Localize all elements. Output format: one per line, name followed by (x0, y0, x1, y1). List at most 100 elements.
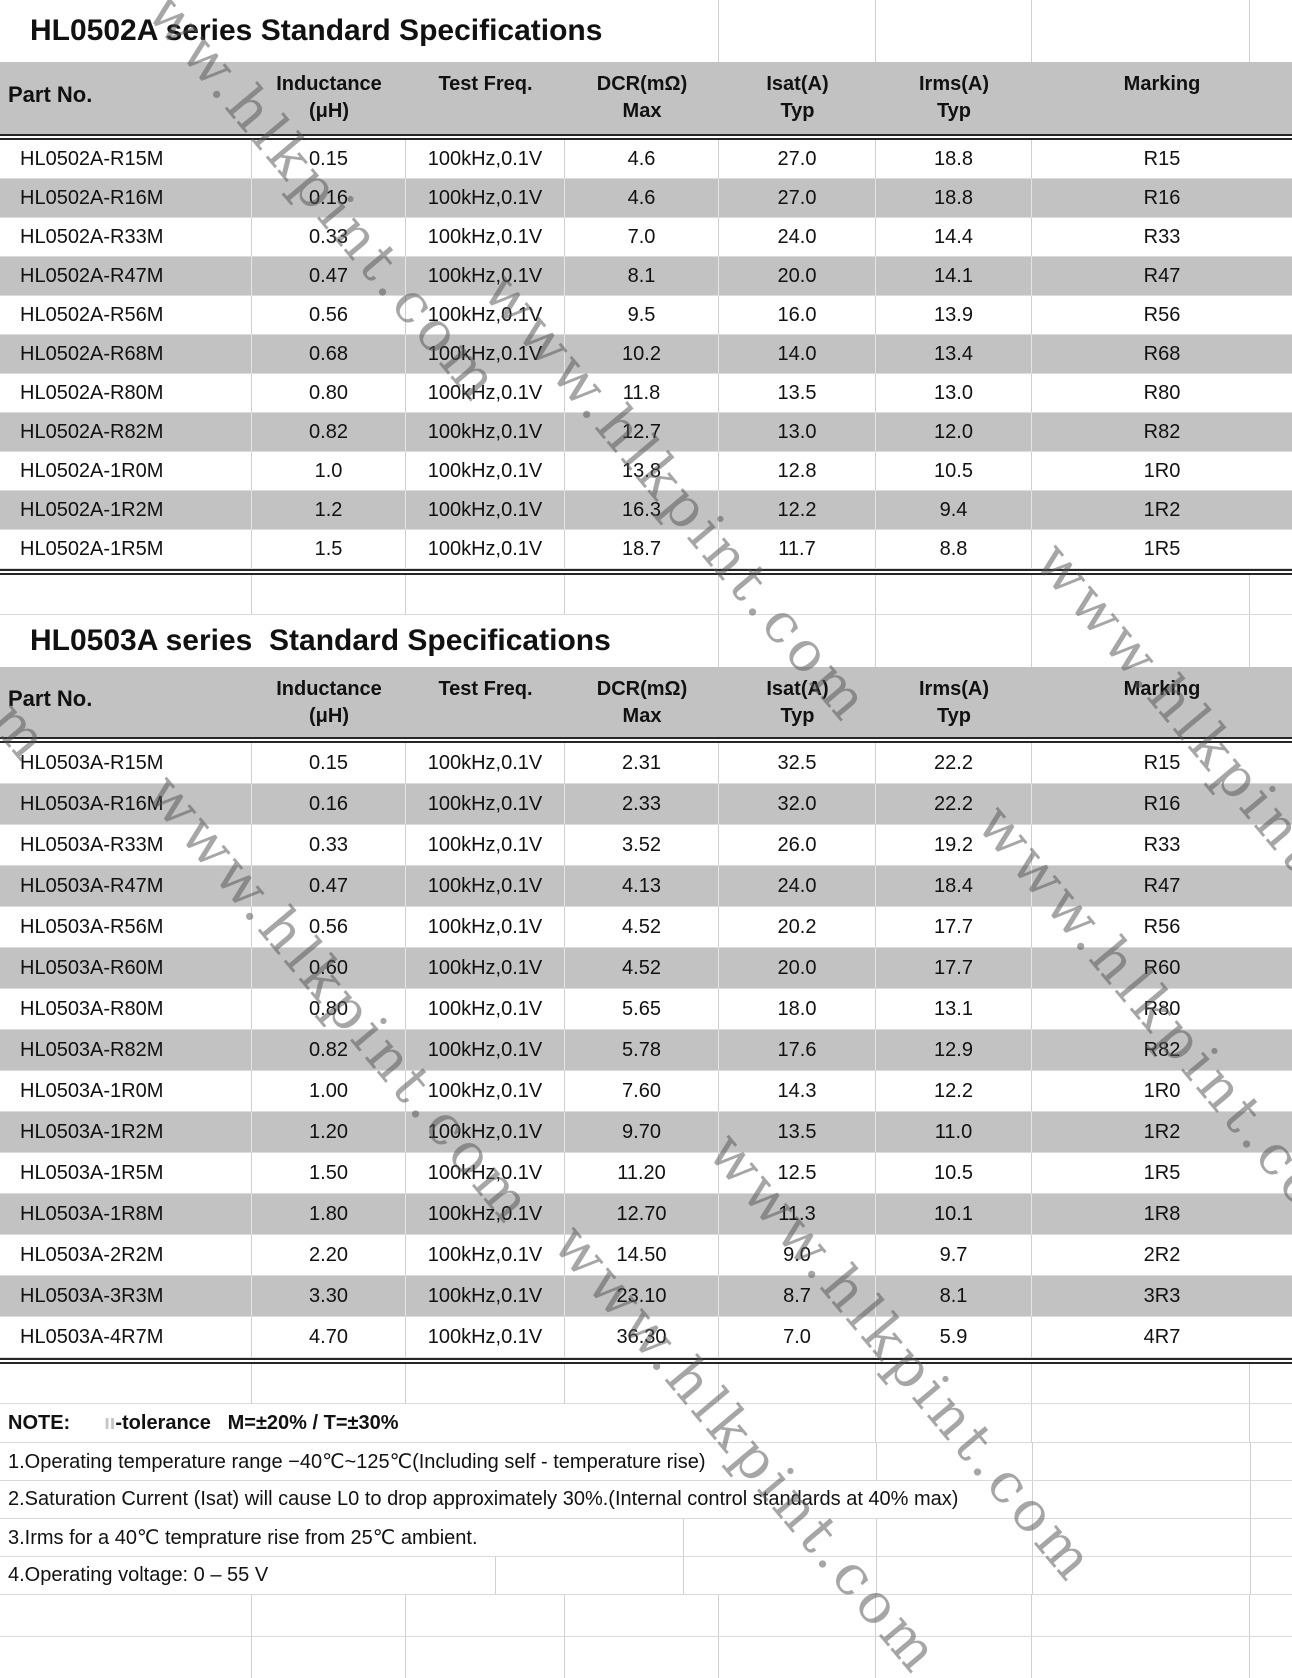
gridline (1250, 1481, 1251, 1518)
faint-glyph: ıı (104, 1411, 116, 1434)
marking-cell: R15 (1143, 752, 1181, 774)
isat-cell: 24.0 (719, 866, 876, 906)
irms-cell: 19.2 (876, 825, 1032, 865)
isat-cell: 32.0 (719, 784, 876, 824)
marking-cell: R80 (1143, 998, 1181, 1020)
inductance-cell: 3.30 (252, 1276, 406, 1316)
empty-cell (876, 615, 1032, 667)
dcr-cell: 3.52 (565, 825, 719, 865)
empty-cell (1250, 1364, 1292, 1403)
note-row-1: 1.Operating temperature range −40℃~125℃(… (0, 1443, 1292, 1481)
gridline (876, 1519, 877, 1556)
isat-cell: 12.2 (719, 491, 876, 529)
gridline (1250, 1443, 1251, 1480)
table-row: HL0503A-R80M 0.80 100kHz,0.1V 5.65 18.0 13.1 R… (0, 989, 1292, 1030)
inductance-cell: 0.82 (252, 413, 406, 451)
dcr-cell: 11.8 (565, 374, 719, 412)
inductance-cell: 0.80 (252, 989, 406, 1029)
table1-body: HL0502A-R15M 0.15 100kHz,0.1V 4.6 27.0 18.8 R1… (0, 140, 1292, 569)
marking-cell: R15 (1143, 148, 1181, 170)
header-line2: Max (622, 705, 662, 727)
dcr-cell: 12.70 (565, 1194, 719, 1234)
gridline (1250, 1557, 1251, 1594)
part-cell: HL0502A-R68M (0, 335, 252, 373)
inductance-cell: 1.5 (252, 530, 406, 568)
empty-cell (1250, 1637, 1292, 1678)
marking-cell: R56 (1143, 304, 1181, 326)
column-header-3: DCR(mΩ) Max (565, 62, 719, 134)
empty-cell (406, 1637, 565, 1678)
note-header-row: NOTE: ıı -tolerance M=±20% / T=±30% (0, 1404, 1292, 1443)
double-rule (0, 134, 1292, 140)
header-line1: Inductance (276, 678, 382, 700)
irms-cell: 22.2 (876, 743, 1032, 783)
empty-cell (1032, 1595, 1250, 1636)
gridline (876, 1557, 877, 1594)
table-row: HL0503A-R33M 0.33 100kHz,0.1V 3.52 26.0 19.2 R… (0, 825, 1292, 866)
isat-cell: 20.2 (719, 907, 876, 947)
irms-cell: 9.7 (876, 1235, 1032, 1275)
inductance-cell: 0.60 (252, 948, 406, 988)
empty-cell (1250, 1404, 1292, 1442)
empty-cell (1032, 575, 1250, 614)
empty-cell (0, 575, 252, 614)
table-row: HL0503A-2R2M 2.20 100kHz,0.1V 14.50 9.0 9.7 2R… (0, 1235, 1292, 1276)
table1-title: HL0502A series Standard Specifications (0, 0, 719, 62)
header-line2: (μH) (309, 705, 349, 727)
table-row: HL0503A-R47M 0.47 100kHz,0.1V 4.13 24.0 18.4 R… (0, 866, 1292, 907)
empty-cell (719, 1364, 876, 1403)
inductance-cell: 0.15 (252, 140, 406, 178)
isat-cell: 13.5 (719, 1112, 876, 1152)
note-row-2: 2.Saturation Current (Isat) will cause L… (0, 1481, 1292, 1519)
header-line1: Isat(A) (766, 73, 829, 95)
irms-cell: 8.8 (876, 530, 1032, 568)
irms-cell: 5.9 (876, 1317, 1032, 1357)
part-cell: HL0503A-R15M (0, 743, 252, 783)
empty-cell (252, 1637, 406, 1678)
isat-cell: 16.0 (719, 296, 876, 334)
part-cell: HL0503A-R33M (0, 825, 252, 865)
inductance-cell: 0.16 (252, 179, 406, 217)
inductance-cell: 0.15 (252, 743, 406, 783)
marking-cell: 1R5 (1143, 1162, 1181, 1184)
empty-cell (565, 1364, 719, 1403)
part-cell: HL0503A-R80M (0, 989, 252, 1029)
marking-cell: 1R0 (1143, 1080, 1181, 1102)
marking-cell: 4R7 (1143, 1326, 1181, 1348)
test-freq-cell: 100kHz,0.1V (406, 743, 565, 783)
marking-cell: R47 (1143, 875, 1181, 897)
part-cell: HL0503A-R16M (0, 784, 252, 824)
inductance-cell: 4.70 (252, 1317, 406, 1357)
gridline (495, 1557, 496, 1594)
double-rule (0, 569, 1292, 575)
marking-cell: R16 (1143, 793, 1181, 815)
dcr-cell: 13.8 (565, 452, 719, 490)
empty-cell (406, 1595, 565, 1636)
irms-cell: 10.1 (876, 1194, 1032, 1234)
table-row: HL0503A-1R0M 1.00 100kHz,0.1V 7.60 14.3 12.2 1… (0, 1071, 1292, 1112)
header-line2: (μH) (309, 100, 349, 122)
note-2: 2.Saturation Current (Isat) will cause L… (8, 1488, 959, 1510)
column-header-2: Test Freq. (406, 667, 565, 737)
empty-cell (252, 575, 406, 614)
irms-cell: 22.2 (876, 784, 1032, 824)
column-header-5: Irms(A) Typ (876, 62, 1032, 134)
empty-cell (1250, 1595, 1292, 1636)
part-cell: HL0502A-R15M (0, 140, 252, 178)
isat-cell: 14.3 (719, 1071, 876, 1111)
marking-cell: R33 (1143, 226, 1181, 248)
empty-cell (1032, 1637, 1250, 1678)
part-cell: HL0502A-1R0M (0, 452, 252, 490)
tolerance-text: -tolerance M=±20% / T=±30% (115, 1411, 399, 1434)
isat-cell: 18.0 (719, 989, 876, 1029)
gridline (683, 1519, 684, 1556)
table2-title-row: HL0503A series Standard Specifications (0, 615, 1292, 667)
empty-cell (252, 1595, 406, 1636)
header-line2 (483, 703, 489, 730)
inductance-cell: 0.33 (252, 825, 406, 865)
column-header-6: Marking (1032, 62, 1292, 134)
part-cell: HL0503A-R56M (0, 907, 252, 947)
empty-cell (565, 1595, 719, 1636)
irms-cell: 10.5 (876, 452, 1032, 490)
dcr-cell: 10.2 (565, 335, 719, 373)
